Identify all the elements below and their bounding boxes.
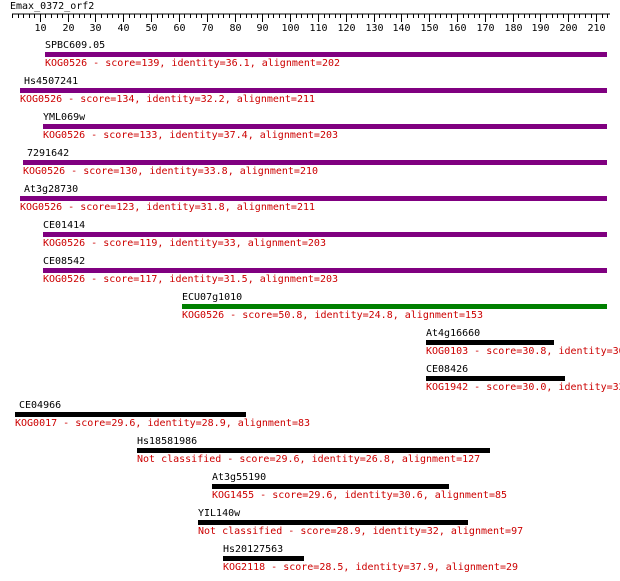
hit-name[interactable]: CE08542 <box>43 256 86 267</box>
hit-bar[interactable] <box>223 556 304 561</box>
hit-bar[interactable] <box>43 232 607 237</box>
hit-name[interactable]: At3g55190 <box>212 472 267 483</box>
hit-description[interactable]: Not classified - score=29.6, identity=26… <box>137 454 481 465</box>
hit-bar[interactable] <box>23 160 607 165</box>
hit-name[interactable]: At3g28730 <box>24 184 79 195</box>
hit-description[interactable]: KOG0017 - score=29.6, identity=28.9, ali… <box>15 418 311 429</box>
axis-tick-label: 50 <box>145 23 157 34</box>
hit-description[interactable]: KOG1455 - score=29.6, identity=30.6, ali… <box>212 490 508 501</box>
hit-name[interactable]: Hs18581986 <box>137 436 198 447</box>
axis-tick-label: 20 <box>62 23 74 34</box>
hit-name[interactable]: ECU07g1010 <box>182 292 243 303</box>
hit-bar[interactable] <box>198 520 468 525</box>
hit-bar[interactable] <box>20 88 607 93</box>
hit-description[interactable]: KOG0526 - score=117, identity=31.5, alig… <box>43 274 339 285</box>
hit-bar[interactable] <box>43 268 607 273</box>
axis-tick-label: 190 <box>531 23 549 34</box>
axis-tick-label: 170 <box>476 23 494 34</box>
hit-bar[interactable] <box>182 304 607 309</box>
hit-description[interactable]: KOG0526 - score=123, identity=31.8, alig… <box>20 202 316 213</box>
hit-description[interactable]: KOG2118 - score=28.5, identity=37.9, ali… <box>223 562 519 573</box>
hit-name[interactable]: Hs20127563 <box>223 544 284 555</box>
hit-bar[interactable] <box>45 52 607 57</box>
axis-tick-label: 30 <box>89 23 101 34</box>
hit-description[interactable]: KOG0526 - score=134, identity=32.2, alig… <box>20 94 316 105</box>
axis-tick-label: 10 <box>34 23 46 34</box>
hit-description[interactable]: Not classified - score=28.9, identity=32… <box>198 526 524 537</box>
axis-tick-label: 210 <box>587 23 605 34</box>
axis-tick-label: 100 <box>281 23 299 34</box>
axis-tick-label: 140 <box>392 23 410 34</box>
axis-tick-label: 130 <box>365 23 383 34</box>
axis-tick-label: 80 <box>229 23 241 34</box>
hit-bar[interactable] <box>137 448 490 453</box>
hit-description[interactable]: KOG0526 - score=133, identity=37.4, alig… <box>43 130 339 141</box>
hit-bar[interactable] <box>43 124 607 129</box>
hit-bar[interactable] <box>15 412 246 417</box>
axis-tick-label: 70 <box>201 23 213 34</box>
hit-bar[interactable] <box>426 376 565 381</box>
axis-tick-label: 60 <box>173 23 185 34</box>
hit-description[interactable]: KOG0103 - score=30.8, identity=30 <box>426 346 620 357</box>
axis-tick-label: 110 <box>309 23 327 34</box>
hit-description[interactable]: KOG1942 - score=30.0, identity=32 <box>426 382 620 393</box>
hit-name[interactable]: CE04966 <box>19 400 62 411</box>
hit-description[interactable]: KOG0526 - score=139, identity=36.1, alig… <box>45 58 341 69</box>
hit-name[interactable]: YIL140w <box>198 508 241 519</box>
axis-tick-label: 40 <box>117 23 129 34</box>
axis-tick-label: 180 <box>504 23 522 34</box>
hit-name[interactable]: SPBC609.05 <box>45 40 106 51</box>
hit-description[interactable]: KOG0526 - score=119, identity=33, alignm… <box>43 238 326 249</box>
hit-description[interactable]: KOG0526 - score=50.8, identity=24.8, ali… <box>182 310 484 321</box>
hit-name[interactable]: Hs4507241 <box>24 76 79 87</box>
hit-name[interactable]: CE01414 <box>43 220 86 231</box>
hit-name[interactable]: At4g16660 <box>426 328 481 339</box>
axis-tick-label: 200 <box>559 23 577 34</box>
hit-bar[interactable] <box>426 340 554 345</box>
query-title: Emax_0372_orf2 <box>10 1 95 12</box>
hit-name[interactable]: 7291642 <box>27 148 70 159</box>
axis-tick-label: 120 <box>337 23 355 34</box>
axis-tick-label: 160 <box>448 23 466 34</box>
axis-tick-label: 150 <box>420 23 438 34</box>
hit-description[interactable]: KOG0526 - score=130, identity=33.8, alig… <box>23 166 319 177</box>
axis-tick-label: 90 <box>256 23 268 34</box>
hit-name[interactable]: YML069w <box>43 112 86 123</box>
hit-bar[interactable] <box>212 484 449 489</box>
hit-bar[interactable] <box>20 196 607 201</box>
hit-name[interactable]: CE08426 <box>426 364 469 375</box>
